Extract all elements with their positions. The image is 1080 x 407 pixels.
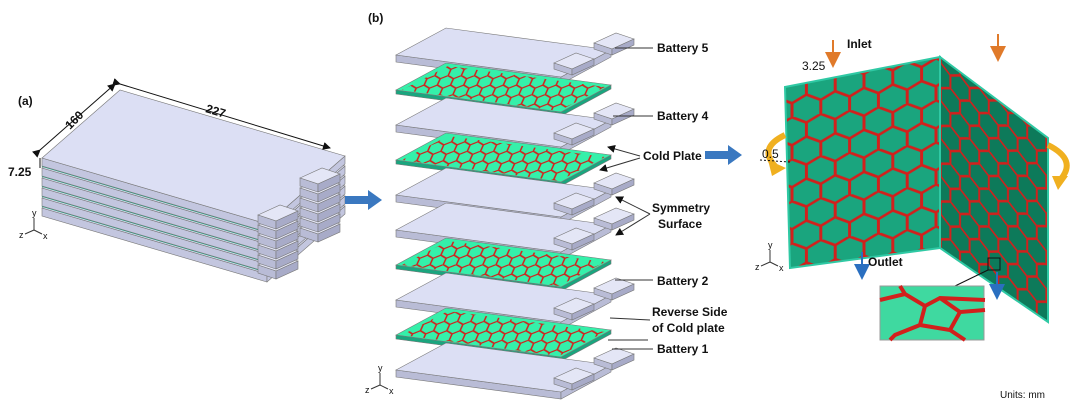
cold-plate-back: [940, 57, 1048, 322]
dimension: 3.25: [802, 59, 826, 73]
callout: Battery 2: [657, 274, 709, 288]
axis-label: y: [378, 363, 383, 373]
panel-label: (b): [368, 11, 383, 25]
callout: Reverse Side: [652, 305, 728, 319]
axis-label: z: [19, 230, 24, 240]
axis: [380, 385, 388, 389]
figure: (a) 160 227 7.25 (b) Battery 5 Battery 4…: [0, 0, 1080, 407]
axis: [761, 262, 770, 266]
axis: [34, 230, 42, 234]
inlet-label: Inlet: [847, 37, 872, 51]
axis-label: z: [755, 262, 760, 272]
axis-label: z: [365, 385, 370, 395]
panel-label: (a): [18, 94, 33, 108]
dimension: 0.5: [762, 147, 779, 161]
shapes: [40, 28, 1068, 399]
axis-label: x: [43, 231, 48, 241]
callout: Battery 1: [657, 342, 709, 356]
dimension: 7.25: [8, 165, 32, 179]
axis: [770, 262, 778, 266]
flow-arrow: [705, 145, 742, 165]
axis: [371, 385, 380, 389]
outlet-label: Outlet: [868, 255, 903, 269]
rotation-head: [768, 160, 786, 176]
axis-label: y: [32, 208, 37, 218]
leader-line: [610, 318, 650, 320]
callout: of Cold plate: [652, 321, 725, 335]
callout: Symmetry: [652, 201, 710, 215]
cold-plate-front: [785, 57, 940, 268]
callout: Battery 4: [657, 109, 709, 123]
flow-arrow: [345, 190, 382, 210]
axis-label: x: [779, 263, 784, 273]
rotation-arrow: [1048, 145, 1067, 180]
axis: [25, 230, 34, 234]
callout: Cold Plate: [643, 149, 702, 163]
axis-label: x: [389, 386, 394, 396]
rotation-head: [1052, 176, 1068, 190]
callout: Battery 5: [657, 41, 709, 55]
axis-label: y: [768, 240, 773, 250]
units: Units: mm: [1000, 390, 1045, 401]
callout: Surface: [658, 217, 702, 231]
leader-line: [608, 147, 640, 156]
